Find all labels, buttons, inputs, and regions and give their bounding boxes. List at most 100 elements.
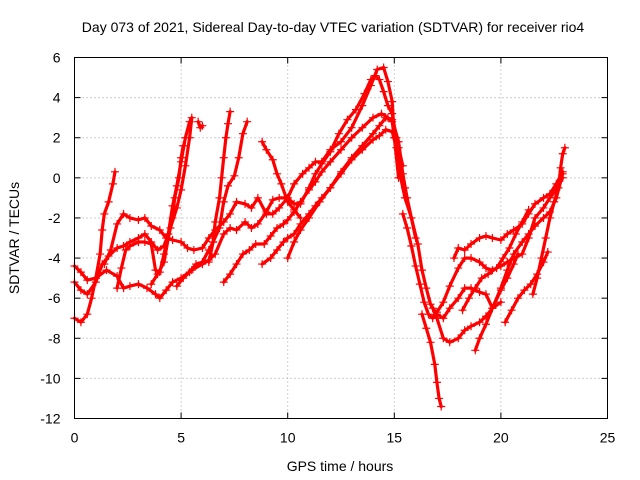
data-point [347, 123, 356, 132]
data-point [432, 378, 441, 387]
data-point [492, 264, 501, 273]
data-point [185, 268, 194, 277]
series-line [102, 73, 407, 266]
data-point [204, 258, 213, 267]
data-point [543, 248, 552, 257]
data-point [113, 284, 122, 293]
series-line [473, 252, 520, 352]
data-point [467, 322, 476, 331]
data-point [496, 298, 505, 307]
data-point [326, 183, 335, 192]
series-arc13 [283, 125, 505, 323]
data-point [183, 244, 192, 253]
data-point [351, 105, 360, 114]
data-point [241, 199, 250, 208]
data-point [219, 229, 228, 238]
data-point [76, 286, 85, 295]
data-point [232, 225, 241, 234]
data-point [260, 240, 269, 249]
data-point [437, 402, 446, 411]
data-point [226, 223, 235, 232]
series-arc18 [458, 205, 533, 315]
data-point [164, 234, 173, 242]
data-point [371, 71, 380, 80]
data-point [388, 115, 397, 124]
data-point [238, 129, 247, 138]
series-arc1 [70, 113, 196, 299]
data-point [194, 117, 203, 126]
data-point [383, 77, 392, 86]
data-point [531, 199, 540, 208]
data-point [83, 290, 92, 299]
data-point [273, 169, 282, 178]
data-point [155, 294, 164, 303]
data-point [226, 270, 235, 279]
x-tick-label: 0 [71, 430, 79, 446]
data-point [475, 318, 484, 327]
data-point [518, 217, 527, 226]
data-point [524, 205, 533, 214]
series-arc9 [194, 117, 207, 132]
data-series [70, 63, 569, 411]
data-point [311, 169, 320, 178]
data-point [266, 254, 275, 263]
data-point [499, 254, 508, 263]
data-point [481, 264, 490, 273]
data-point [189, 246, 198, 255]
series-arc14 [398, 173, 567, 323]
data-point [224, 181, 233, 190]
data-point [106, 246, 115, 255]
data-point [337, 169, 345, 178]
data-point [215, 193, 224, 202]
data-point [217, 173, 226, 182]
data-point [381, 125, 390, 134]
data-point [422, 284, 431, 293]
y-tick-labels: -12 -10 -8 -6 -4 -2 0 2 4 6 [40, 50, 60, 427]
data-point [226, 107, 235, 116]
data-point [471, 346, 480, 355]
data-point [76, 318, 85, 327]
data-point [531, 213, 540, 222]
data-point [140, 213, 149, 222]
y-tick-label: 0 [53, 170, 61, 186]
data-point [460, 246, 469, 255]
data-point [185, 117, 194, 126]
data-point [518, 238, 527, 247]
series-line [149, 144, 185, 286]
chart-title: Day 073 of 2021, Sidereal Day-to-day VTE… [82, 19, 585, 35]
data-point [253, 193, 262, 202]
data-point [539, 193, 548, 202]
data-point [403, 223, 412, 232]
data-point [76, 268, 85, 277]
data-point [343, 115, 352, 124]
data-point [305, 185, 314, 194]
data-point [383, 101, 392, 110]
data-point [496, 236, 505, 245]
data-point [104, 197, 113, 206]
data-point [172, 282, 181, 291]
x-tick-labels: 0 5 10 15 20 25 [71, 430, 616, 446]
data-point [140, 238, 149, 247]
data-point [219, 197, 228, 206]
data-point [413, 240, 422, 249]
data-point [511, 229, 520, 238]
data-point [439, 298, 448, 307]
series-arc20 [501, 248, 552, 327]
data-point [360, 89, 369, 98]
data-point [247, 203, 256, 212]
data-point [258, 260, 267, 269]
data-point [224, 119, 233, 128]
data-point [334, 129, 343, 138]
data-point [541, 234, 550, 242]
y-tick-label: -6 [48, 290, 61, 306]
x-tick-label: 20 [493, 430, 509, 446]
data-point [283, 254, 292, 263]
data-point [396, 173, 405, 182]
data-point [170, 193, 179, 202]
data-point [230, 171, 239, 180]
data-point [119, 209, 128, 218]
data-point [121, 246, 130, 255]
data-point [268, 209, 277, 218]
data-point [168, 278, 177, 287]
